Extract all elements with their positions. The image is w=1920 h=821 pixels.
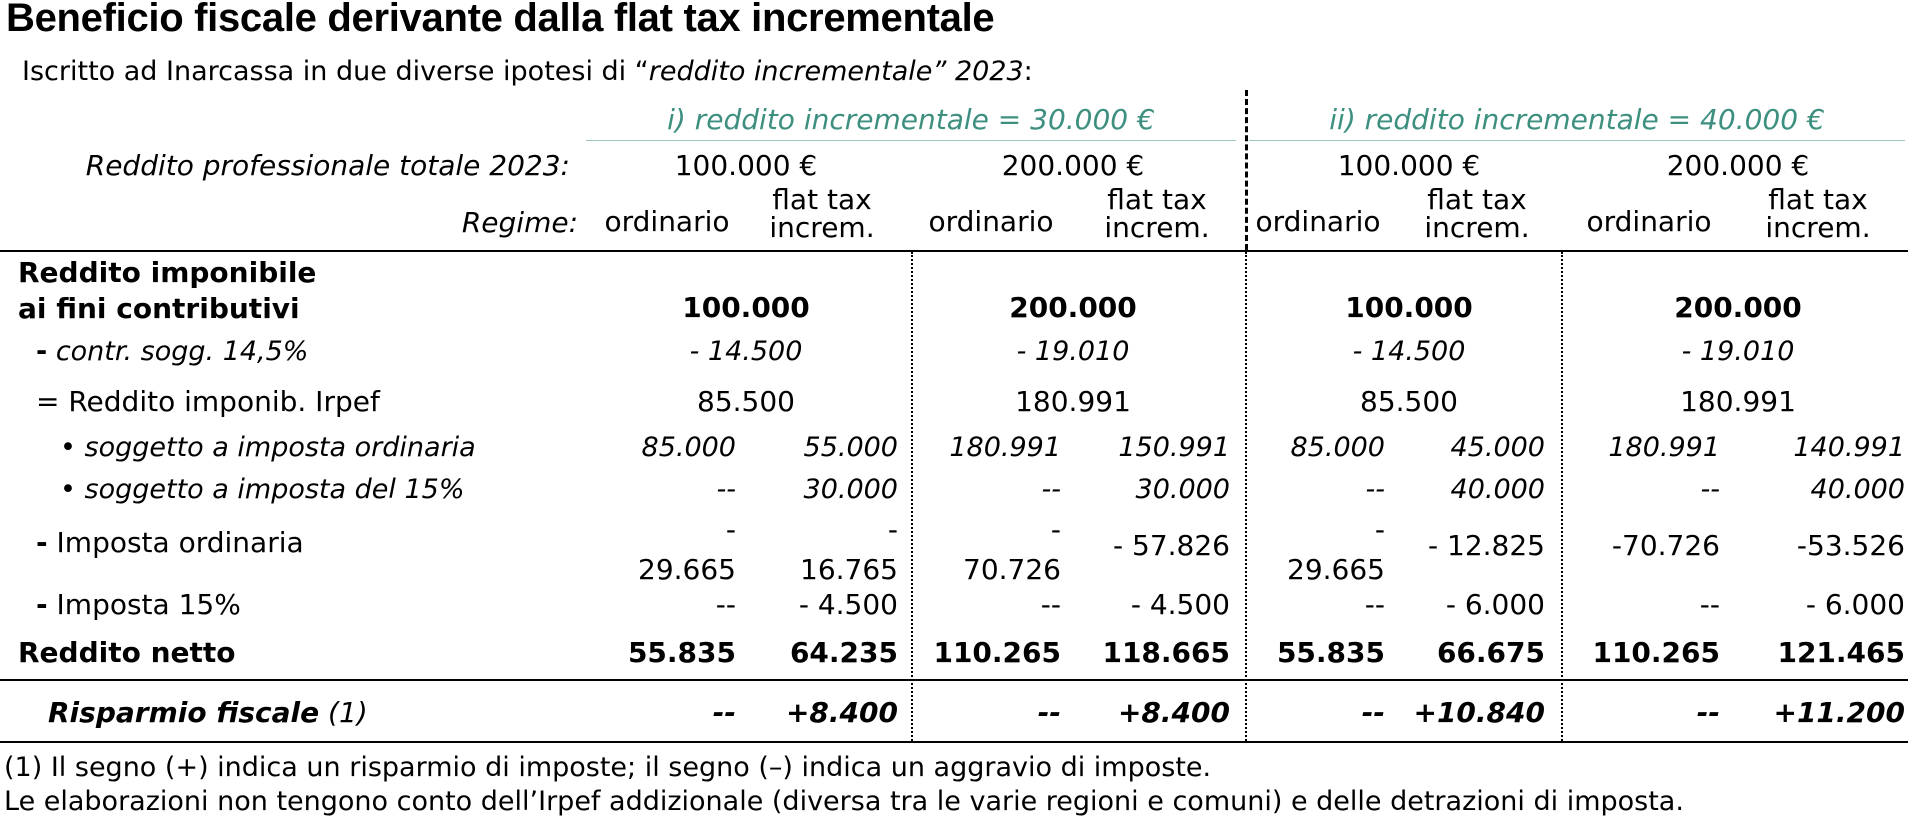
scenario-divider [1245, 252, 1247, 741]
imposta-15-value: -- [1364, 588, 1385, 621]
regime-ordinario: ordinario [1255, 205, 1381, 238]
reddito-totale-value: 200.000 € [1001, 149, 1145, 182]
netto-value: 55.835 [627, 636, 736, 669]
imposta-ord-value: -53.526 [1796, 529, 1905, 562]
imposta-15-value: - 4.500 [1130, 588, 1230, 621]
row-imponibile-label: Reddito imponibile ai fini contributivi [18, 256, 317, 325]
irpef-value: 180.991 [1015, 385, 1131, 418]
contr-value: - 19.010 [1681, 336, 1795, 367]
irpef-value: 180.991 [1680, 385, 1796, 418]
regime-flat-tax: flat tax increm. [769, 183, 875, 244]
contr-value: - 14.500 [1352, 336, 1466, 367]
regime-flat-tax: flat tax increm. [1104, 183, 1210, 244]
column-divider [911, 252, 913, 741]
row-sogg-15-label: • soggetto a imposta del 15% [60, 474, 465, 505]
imposta-ord-value: - 29.665 [1287, 513, 1385, 586]
row-irpef-label: = Reddito imponib. Irpef [36, 385, 380, 418]
netto-value: 118.665 [1102, 636, 1230, 669]
subtitle: Iscritto ad Inarcassa in due diverse ipo… [22, 56, 1033, 87]
sogg-15-value: -- [1365, 474, 1386, 505]
imponibile-value: 100.000 [682, 291, 810, 324]
imposta-ord-value: -70.726 [1611, 529, 1720, 562]
regime-ordinario: ordinario [928, 205, 1054, 238]
sogg-ord-value: 45.000 [1450, 432, 1545, 463]
sogg-15-value: 30.000 [1135, 474, 1230, 505]
netto-value: 55.835 [1276, 636, 1385, 669]
regime-label: Regime: [461, 206, 578, 239]
imposta-ord-value: - 12.825 [1428, 529, 1545, 562]
total-rule [0, 679, 1908, 681]
sogg-ord-value: 140.991 [1793, 432, 1905, 463]
sogg-15-value: -- [716, 474, 737, 505]
row-contr-label: - contr. sogg. 14,5% [36, 336, 309, 367]
imposta-ord-value: - 29.665 [638, 513, 736, 586]
bottom-rule [0, 741, 1908, 743]
row-risparmio-label: Risparmio fiscale (1) [48, 696, 368, 729]
risparmio-value: +11.200 [1773, 696, 1905, 729]
risparmio-value: +10.840 [1413, 696, 1545, 729]
imposta-15-value: - 6.000 [1805, 588, 1905, 621]
risparmio-value: -- [1037, 696, 1061, 729]
contr-value: - 14.500 [689, 336, 803, 367]
imponibile-value: 200.000 [1674, 291, 1802, 324]
header-rule [0, 250, 1908, 252]
imposta-15-value: - 6.000 [1445, 588, 1545, 621]
netto-value: 64.235 [789, 636, 898, 669]
reddito-totale-value: 100.000 € [1337, 149, 1481, 182]
regime-ordinario: ordinario [604, 205, 730, 238]
risparmio-value: +8.400 [1117, 696, 1230, 729]
imposta-ord-value: - 16.765 [800, 513, 898, 586]
column-divider [1561, 252, 1563, 741]
reddito-totale-label: Reddito professionale totale 2023: [85, 149, 570, 182]
imposta-15-value: -- [1040, 588, 1061, 621]
imposta-15-value: -- [1699, 588, 1720, 621]
netto-value: 66.675 [1436, 636, 1545, 669]
imposta-ord-value: - 70.726 [963, 513, 1061, 586]
scenario-1-header: i) reddito incrementale = 30.000 € [667, 103, 1155, 136]
contr-value: - 19.010 [1016, 336, 1130, 367]
sogg-ord-value: 150.991 [1118, 432, 1230, 463]
netto-value: 110.265 [1592, 636, 1720, 669]
irpef-value: 85.500 [1360, 385, 1458, 418]
row-imposta-15-label: - Imposta 15% [36, 588, 241, 621]
row-netto-label: Reddito netto [18, 636, 236, 669]
risparmio-value: -- [1361, 696, 1385, 729]
sogg-15-value: 30.000 [803, 474, 898, 505]
risparmio-value: -- [712, 696, 736, 729]
imposta-15-value: - 4.500 [798, 588, 898, 621]
reddito-totale-value: 100.000 € [674, 149, 818, 182]
imponibile-value: 100.000 [1345, 291, 1473, 324]
regime-flat-tax: flat tax increm. [1765, 183, 1871, 244]
regime-ordinario: ordinario [1586, 205, 1712, 238]
regime-flat-tax: flat tax increm. [1424, 183, 1530, 244]
page-title: Beneficio fiscale derivante dalla flat t… [6, 0, 995, 40]
sogg-15-value: 40.000 [1450, 474, 1545, 505]
scenario-2-underline [1249, 140, 1905, 141]
sogg-ord-value: 180.991 [1608, 432, 1720, 463]
scenario-1-underline [586, 140, 1236, 141]
footnote-1: (1) Il segno (+) indica un risparmio di … [4, 752, 1212, 783]
irpef-value: 85.500 [697, 385, 795, 418]
sogg-15-value: -- [1700, 474, 1721, 505]
risparmio-value: -- [1696, 696, 1720, 729]
reddito-totale-value: 200.000 € [1666, 149, 1810, 182]
sogg-15-value: 40.000 [1810, 474, 1905, 505]
imponibile-value: 200.000 [1009, 291, 1137, 324]
imposta-ord-value: - 57.826 [1113, 529, 1230, 562]
sogg-ord-value: 85.000 [1290, 432, 1385, 463]
scenario-divider [1245, 90, 1248, 250]
sogg-ord-value: 55.000 [803, 432, 898, 463]
scenario-2-header: ii) reddito incrementale = 40.000 € [1329, 103, 1825, 136]
netto-value: 110.265 [933, 636, 1061, 669]
sogg-15-value: -- [1041, 474, 1062, 505]
row-imposta-ord-label: - Imposta ordinaria [36, 526, 304, 559]
imposta-15-value: -- [715, 588, 736, 621]
row-sogg-ord-label: • soggetto a imposta ordinaria [60, 432, 476, 463]
netto-value: 121.465 [1777, 636, 1905, 669]
sogg-ord-value: 180.991 [949, 432, 1061, 463]
risparmio-value: +8.400 [785, 696, 898, 729]
sogg-ord-value: 85.000 [641, 432, 736, 463]
footnote-2: Le elaborazioni non tengono conto dell’I… [4, 786, 1684, 817]
